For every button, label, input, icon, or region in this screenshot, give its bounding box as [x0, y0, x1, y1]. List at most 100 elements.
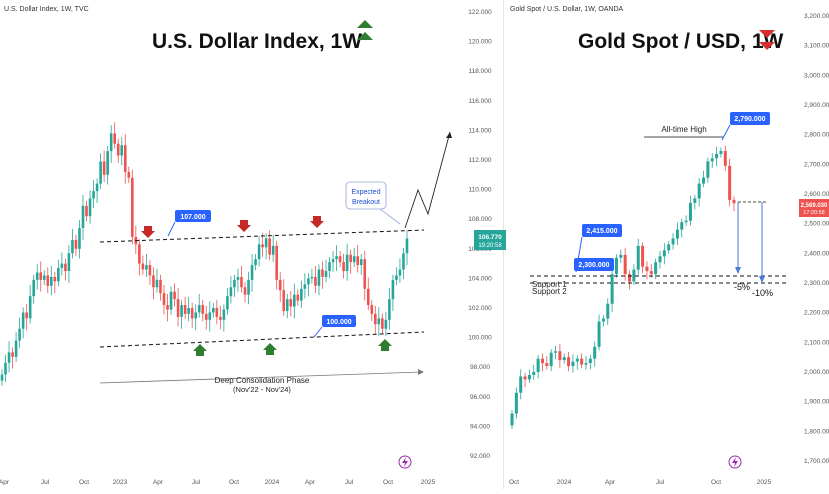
dxy-title: U.S. Dollar Index, 1W — [152, 30, 362, 53]
down-arrow-icon — [141, 216, 324, 238]
candle-body — [190, 308, 194, 319]
dxy-price-axis[interactable]: 122.000 120.000 118.000 116.000 114.000 112.0… — [440, 0, 506, 489]
candle-body — [321, 269, 324, 277]
lightning-icon[interactable] — [728, 455, 742, 469]
projection-path — [404, 131, 451, 229]
drop-5-label: -5% — [734, 282, 750, 292]
candle-body — [628, 274, 632, 282]
candle-body — [338, 256, 342, 263]
y-tick-label: 110.000 — [468, 187, 491, 194]
candle-body — [0, 374, 4, 381]
candle-body — [162, 293, 166, 306]
candle-body — [342, 262, 345, 271]
candle-body — [21, 312, 25, 329]
svg-text:107.000: 107.000 — [180, 214, 205, 221]
candle-body — [155, 279, 159, 288]
candle-body — [229, 287, 233, 297]
support2-value-label: 2,300.000 — [574, 258, 614, 271]
x-tick-label: Oct — [79, 479, 89, 486]
dxy-candles — [0, 122, 409, 386]
candle-body — [571, 361, 575, 367]
candle-body — [268, 238, 271, 255]
consolidation-arrow — [99, 371, 423, 384]
dxy-x-axis: Apr Jul Oct 2023 Apr Jul Oct 2024 Apr Jul Oct 2025 — [0, 479, 436, 486]
candle-body — [645, 266, 649, 272]
candle-body — [236, 276, 240, 280]
candle-body — [654, 262, 658, 275]
x-tick-label: Oct — [383, 479, 393, 486]
candle-body — [7, 352, 11, 363]
x-tick-label: Oct — [509, 479, 519, 486]
candle-body — [28, 296, 32, 319]
candle-body — [381, 318, 384, 329]
candle-body — [166, 305, 169, 310]
candle-body — [183, 305, 187, 314]
candle-body — [222, 309, 226, 320]
candle-body — [680, 222, 684, 230]
x-tick-label: Jul — [41, 479, 50, 486]
candle-body — [127, 171, 131, 178]
candle-body — [374, 313, 377, 325]
candle-body — [719, 150, 723, 154]
candle-body — [527, 374, 531, 380]
candle-body — [296, 294, 300, 301]
gold-chart-svg[interactable]: Gold Spot / U.S. Dollar, 1W, OANDA Gold … — [506, 0, 829, 489]
candle-body — [212, 308, 215, 313]
resistance-label: 107.000 — [167, 210, 211, 237]
candle-body — [141, 263, 145, 270]
candle-body — [675, 229, 679, 239]
dxy-chart-panel[interactable]: U.S. Dollar Index, 1W, TVC U.S. Dollar I… — [0, 0, 470, 489]
svg-text:2,300.000: 2,300.000 — [578, 262, 609, 269]
y-tick-label: 2,800.000 — [804, 132, 829, 139]
gold-chart-panel[interactable]: Gold Spot / U.S. Dollar, 1W, OANDA Gold … — [506, 0, 829, 489]
candle-body — [723, 150, 727, 166]
x-tick-label: 2025 — [757, 479, 772, 486]
y-tick-label: 100.000 — [468, 335, 492, 342]
candle-body — [88, 198, 92, 217]
candle-body — [32, 279, 35, 297]
candle-body — [226, 296, 229, 310]
y-tick-label: 122.000 — [468, 9, 492, 16]
candle-body — [706, 161, 710, 178]
y-tick-label: 2,400.000 — [804, 250, 829, 257]
candle-body — [35, 272, 39, 280]
dxy-price-tag-box — [474, 230, 506, 250]
candle-body — [536, 358, 540, 372]
dxy-header: U.S. Dollar Index, 1W, TVC — [4, 6, 89, 13]
candle-body — [173, 291, 176, 300]
candle-body — [632, 269, 636, 282]
candle-body — [363, 259, 367, 289]
candle-body — [384, 319, 388, 329]
candle-body — [152, 275, 155, 288]
candle-body — [345, 254, 349, 271]
candle-body — [85, 205, 88, 217]
x-tick-label: Apr — [0, 479, 10, 486]
candle-body — [366, 288, 370, 306]
drop-10-label: -10% — [752, 288, 773, 298]
candle-body — [662, 250, 666, 257]
candle-body — [310, 276, 314, 279]
y-tick-label: 1,800.000 — [804, 428, 829, 435]
x-tick-label: Apr — [305, 479, 316, 486]
x-tick-label: Apr — [605, 479, 616, 486]
candle-body — [204, 313, 208, 320]
candle-body — [540, 358, 544, 364]
x-tick-label: 2024 — [265, 479, 280, 486]
candle-body — [57, 268, 60, 282]
y-tick-label: 2,000.000 — [804, 369, 829, 376]
double-up-arrow-icon — [357, 20, 373, 40]
candle-body — [636, 245, 640, 270]
x-tick-label: Oct — [229, 479, 239, 486]
candle-body — [514, 392, 518, 414]
candle-body — [398, 269, 402, 276]
candle-body — [370, 305, 374, 314]
candle-body — [275, 245, 278, 280]
candle-body — [554, 351, 558, 353]
lightning-icon[interactable] — [398, 455, 412, 469]
dxy-chart-svg[interactable]: U.S. Dollar Index, 1W, TVC U.S. Dollar I… — [0, 0, 470, 489]
svg-text:Breakout: Breakout — [352, 199, 380, 206]
candle-body — [307, 278, 310, 285]
dxy-price-tag-time: 19:20:58 — [478, 243, 502, 249]
candle-body — [510, 413, 514, 426]
candle-body — [684, 220, 688, 223]
